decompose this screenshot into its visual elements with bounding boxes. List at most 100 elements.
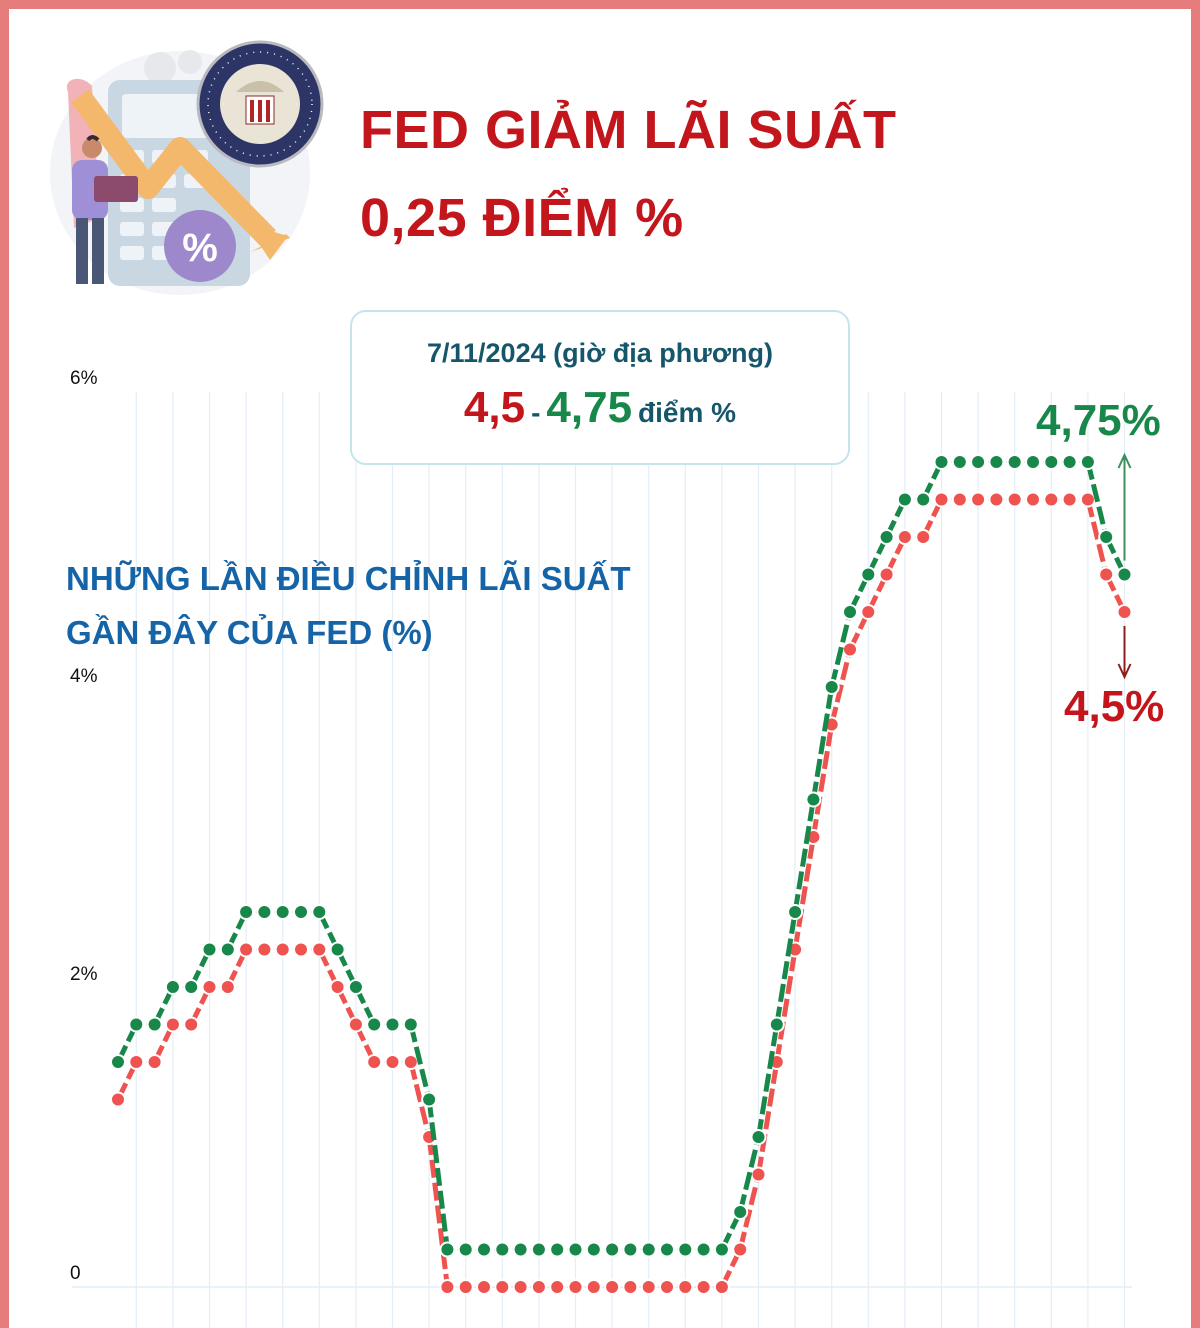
data-point xyxy=(366,1054,383,1070)
data-point xyxy=(146,1016,163,1033)
data-point xyxy=(476,1241,492,1258)
data-point xyxy=(347,1016,364,1033)
data-point xyxy=(713,1279,730,1295)
lower-bound-series xyxy=(110,491,1133,1295)
data-point xyxy=(183,979,200,995)
grid-lines xyxy=(72,392,1132,1328)
data-point xyxy=(1079,491,1096,508)
data-point xyxy=(110,1091,126,1108)
data-point xyxy=(567,1279,584,1295)
data-point xyxy=(146,1054,163,1070)
data-point xyxy=(878,566,895,583)
data-point xyxy=(750,1129,767,1145)
data-point xyxy=(494,1241,511,1258)
data-point xyxy=(421,1091,438,1108)
upper-bound-series xyxy=(110,454,1133,1258)
down-arrow-icon xyxy=(1117,626,1132,680)
data-point xyxy=(787,904,804,920)
data-point xyxy=(988,454,1005,470)
percent-badge-icon xyxy=(164,210,236,282)
data-point xyxy=(915,491,932,508)
svg-text:%: % xyxy=(182,226,218,270)
data-point xyxy=(1061,491,1078,508)
chart-heading-line-1: NHỮNG LẦN ĐIỀU CHỈNH LÃI SUẤT xyxy=(66,560,631,597)
data-point xyxy=(622,1279,639,1295)
upper-bound-callout: 4,75% xyxy=(1036,396,1161,445)
data-point xyxy=(988,491,1005,508)
data-point xyxy=(183,1016,200,1033)
data-point xyxy=(915,529,932,545)
data-point xyxy=(530,1279,547,1295)
data-point xyxy=(860,566,877,583)
data-point xyxy=(238,941,255,958)
data-point xyxy=(842,604,858,620)
federal-reserve-seal-icon xyxy=(196,40,324,168)
chart-heading-line-2: GẦN ĐÂY CỦA FED (%) xyxy=(66,614,433,651)
data-point xyxy=(951,454,968,470)
data-point xyxy=(329,979,346,995)
data-point xyxy=(1043,454,1060,470)
data-point xyxy=(732,1241,749,1258)
data-point xyxy=(1025,491,1041,508)
data-point xyxy=(457,1241,474,1258)
data-point xyxy=(842,641,858,658)
data-point xyxy=(933,454,950,470)
range-unit: điểm % xyxy=(638,397,737,428)
data-point xyxy=(750,1166,767,1183)
data-point xyxy=(622,1241,639,1258)
rate-decision-box: 7/11/2024 (giờ địa phương) 4,5-4,75 điểm … xyxy=(350,310,850,465)
data-point xyxy=(713,1241,730,1258)
data-point xyxy=(604,1279,621,1295)
data-point xyxy=(695,1241,712,1258)
data-point xyxy=(512,1279,529,1295)
data-point xyxy=(1006,454,1023,470)
data-point xyxy=(1116,566,1133,583)
data-point xyxy=(164,979,181,995)
data-point xyxy=(1025,454,1041,470)
data-point xyxy=(128,1054,145,1070)
data-point xyxy=(311,941,328,958)
data-point xyxy=(219,979,236,995)
data-point xyxy=(896,491,913,508)
data-point xyxy=(659,1279,675,1295)
y-tick-4: 4% xyxy=(70,666,98,687)
data-point xyxy=(1006,491,1023,508)
data-point xyxy=(951,491,968,508)
data-point xyxy=(476,1279,492,1295)
data-point xyxy=(823,679,840,695)
y-tick-2: 2% xyxy=(70,964,98,985)
data-point xyxy=(238,904,255,920)
data-point xyxy=(768,1016,785,1033)
data-point xyxy=(585,1279,602,1295)
data-point xyxy=(402,1016,419,1033)
data-point xyxy=(256,904,273,920)
range-separator: - xyxy=(531,397,541,428)
data-point xyxy=(219,941,236,958)
data-point xyxy=(640,1279,657,1295)
data-point xyxy=(1043,491,1060,508)
data-point xyxy=(457,1279,474,1295)
range-high-value: 4,75 xyxy=(546,383,633,432)
data-point xyxy=(274,941,291,958)
data-point xyxy=(1098,566,1115,583)
data-point xyxy=(805,791,822,808)
fed-rate-cut-illustration: % xyxy=(50,40,324,295)
person-icon xyxy=(72,135,138,284)
data-point xyxy=(970,491,987,508)
data-point xyxy=(677,1279,694,1295)
range-low-value: 4,5 xyxy=(463,383,526,432)
down-trend-arrow-icon xyxy=(71,89,276,246)
data-point xyxy=(512,1241,529,1258)
data-point xyxy=(347,979,364,995)
data-point xyxy=(311,904,328,920)
y-tick-6: 6% xyxy=(70,368,98,389)
data-point xyxy=(366,1016,383,1033)
data-point xyxy=(640,1241,657,1258)
data-point xyxy=(695,1279,712,1295)
data-point xyxy=(439,1241,456,1258)
data-point xyxy=(293,941,309,958)
data-point xyxy=(732,1204,749,1220)
data-point xyxy=(604,1241,621,1258)
data-point xyxy=(110,1054,126,1070)
